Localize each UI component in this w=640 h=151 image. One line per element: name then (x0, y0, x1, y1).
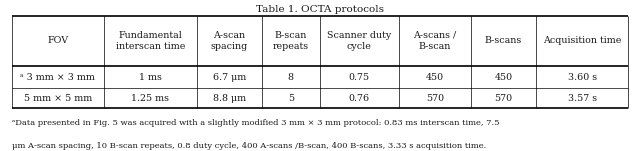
Text: Fundamental
interscan time: Fundamental interscan time (116, 31, 185, 51)
Text: 450: 450 (494, 72, 513, 82)
Text: A-scans /
B-scan: A-scans / B-scan (413, 31, 456, 51)
Text: 5 mm × 5 mm: 5 mm × 5 mm (24, 94, 92, 103)
Text: A-scan
spacing: A-scan spacing (211, 31, 248, 51)
Text: 3.57 s: 3.57 s (568, 94, 596, 103)
Text: Scanner duty
cycle: Scanner duty cycle (327, 31, 392, 51)
Text: B-scan
repeats: B-scan repeats (273, 31, 309, 51)
Text: 5: 5 (288, 94, 294, 103)
Text: ᵃ 3 mm × 3 mm: ᵃ 3 mm × 3 mm (20, 72, 95, 82)
Text: Table 1. OCTA protocols: Table 1. OCTA protocols (256, 5, 384, 14)
Text: 8.8 μm: 8.8 μm (212, 94, 246, 103)
Text: ᵃData presented in Fig. 5 was acquired with a slightly modified 3 mm × 3 mm prot: ᵃData presented in Fig. 5 was acquired w… (12, 119, 499, 127)
Text: 3.60 s: 3.60 s (568, 72, 596, 82)
Text: 1 ms: 1 ms (139, 72, 162, 82)
Text: 0.76: 0.76 (349, 94, 370, 103)
Text: 450: 450 (426, 72, 444, 82)
Text: 570: 570 (494, 94, 513, 103)
Text: 8: 8 (288, 72, 294, 82)
Text: B-scans: B-scans (484, 36, 522, 45)
Text: μm A-scan spacing, 10 B-scan repeats, 0.8 duty cycle, 400 A-scans /B-scan, 400 B: μm A-scan spacing, 10 B-scan repeats, 0.… (12, 142, 486, 150)
Text: 570: 570 (426, 94, 444, 103)
Text: 0.75: 0.75 (349, 72, 370, 82)
Text: Acquisition time: Acquisition time (543, 36, 621, 45)
Text: FOV: FOV (47, 36, 68, 45)
Text: 6.7 μm: 6.7 μm (212, 72, 246, 82)
Text: 1.25 ms: 1.25 ms (131, 94, 170, 103)
